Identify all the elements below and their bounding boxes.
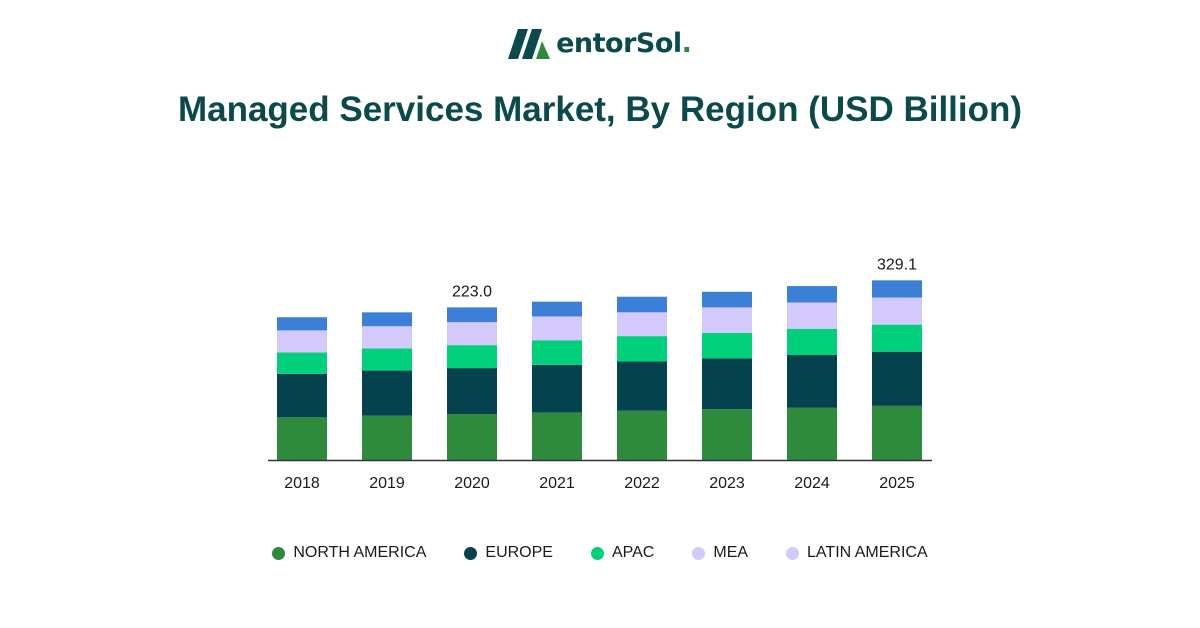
- bar-mea-2018: [277, 330, 327, 353]
- legend-label: LATIN AMERICA: [807, 544, 928, 561]
- bar-north-america-2022: [617, 410, 667, 460]
- data-label-2020: 223.0: [452, 283, 492, 300]
- bar-north-america-2021: [532, 412, 582, 460]
- bar-latin-america-2023: [702, 291, 752, 308]
- bar-apac-2023: [702, 332, 752, 359]
- bar-apac-2025: [872, 324, 922, 352]
- legend-item-apac: APAC: [590, 544, 655, 562]
- bar-latin-america-2018: [277, 317, 327, 331]
- bar-europe-2025: [872, 351, 922, 406]
- chart-legend: NORTH AMERICA EUROPE APAC MEA LATIN AMERICA: [0, 540, 1200, 566]
- bar-europe-2018: [277, 373, 327, 418]
- bar-apac-2022: [617, 336, 667, 362]
- bar-apac-2020: [447, 345, 497, 369]
- bar-mea-2022: [617, 312, 667, 337]
- bar-latin-america-2020: [447, 307, 497, 323]
- x-tick-label: 2019: [369, 475, 405, 492]
- brand-dot: .: [681, 28, 692, 59]
- bar-latin-america-2025: [872, 280, 922, 298]
- legend-swatch: [692, 546, 706, 560]
- legend-label: APAC: [611, 544, 655, 561]
- bar-mea-2020: [447, 322, 497, 346]
- bar-mea-2024: [787, 302, 837, 329]
- legend-item-mea: MEA: [692, 544, 748, 562]
- bar-mea-2023: [702, 307, 752, 333]
- x-tick-label: 2022: [624, 475, 660, 492]
- legend-swatch: [464, 546, 478, 560]
- bar-apac-2018: [277, 352, 327, 374]
- legend-label: NORTH AMERICA: [293, 544, 427, 561]
- bar-apac-2024: [787, 328, 837, 355]
- x-tick-label: 2025: [879, 475, 915, 492]
- bar-latin-america-2021: [532, 301, 582, 317]
- bar-mea-2019: [362, 326, 412, 349]
- bar-latin-america-2024: [787, 286, 837, 303]
- chart-title: Managed Services Market, By Region (USD …: [177, 90, 1023, 129]
- bar-apac-2021: [532, 340, 582, 365]
- bar-europe-2023: [702, 358, 752, 410]
- legend-item-latin-america: LATIN AMERICA: [786, 544, 928, 562]
- mentorsol-m-icon: [508, 29, 551, 59]
- x-tick-label: 2018: [284, 475, 320, 492]
- x-tick-label: 2023: [709, 475, 745, 492]
- legend-swatch: [272, 546, 286, 560]
- bar-north-america-2019: [362, 415, 412, 460]
- bar-north-america-2025: [872, 405, 922, 460]
- legend-label: MEA: [713, 544, 749, 561]
- x-tick-label: 2020: [454, 475, 490, 492]
- x-tick-label: 2021: [539, 475, 575, 492]
- bar-europe-2020: [447, 368, 497, 415]
- brand-name: entorSol: [556, 28, 682, 59]
- bar-north-america-2024: [787, 407, 837, 460]
- bar-europe-2024: [787, 354, 837, 408]
- bar-europe-2019: [362, 370, 412, 416]
- bar-mea-2025: [872, 297, 922, 325]
- bar-europe-2022: [617, 361, 667, 411]
- legend-swatch: [590, 546, 604, 560]
- bar-latin-america-2019: [362, 312, 412, 327]
- legend-swatch: [786, 546, 800, 560]
- legend-label: EUROPE: [485, 544, 553, 561]
- brand-logo: entorSol.: [0, 24, 1200, 64]
- bar-north-america-2023: [702, 409, 752, 460]
- legend-item-europe: EUROPE: [464, 544, 553, 562]
- legend-item-north-america: NORTH AMERICA: [272, 544, 426, 562]
- bar-europe-2021: [532, 364, 582, 413]
- x-tick-label: 2024: [794, 475, 830, 492]
- bar-mea-2021: [532, 316, 582, 341]
- bar-north-america-2018: [277, 417, 327, 460]
- bar-latin-america-2022: [617, 296, 667, 313]
- bar-north-america-2020: [447, 414, 497, 460]
- data-label-2025: 329.1: [877, 256, 917, 273]
- bar-apac-2019: [362, 348, 412, 371]
